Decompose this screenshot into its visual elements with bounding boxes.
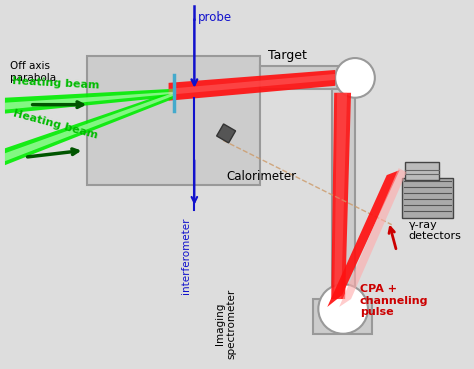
Text: Calorimeter: Calorimeter <box>226 170 296 183</box>
Polygon shape <box>334 93 347 299</box>
FancyBboxPatch shape <box>313 299 372 334</box>
FancyBboxPatch shape <box>87 56 260 185</box>
Polygon shape <box>169 70 335 101</box>
Text: probe: probe <box>198 11 232 24</box>
Polygon shape <box>5 91 173 165</box>
Text: CPA +
channeling
pulse: CPA + channeling pulse <box>360 284 428 317</box>
Text: Target: Target <box>268 49 307 62</box>
FancyBboxPatch shape <box>401 178 453 218</box>
Polygon shape <box>5 92 173 110</box>
Text: interferometer: interferometer <box>182 218 191 294</box>
Text: Heating beam: Heating beam <box>12 76 100 91</box>
FancyBboxPatch shape <box>405 162 439 180</box>
Text: γ-ray
detectors: γ-ray detectors <box>409 220 462 241</box>
Polygon shape <box>217 124 236 143</box>
Polygon shape <box>5 89 173 114</box>
Circle shape <box>335 58 375 98</box>
FancyBboxPatch shape <box>332 89 355 304</box>
FancyBboxPatch shape <box>260 66 355 89</box>
Text: Heating beam: Heating beam <box>12 108 99 140</box>
Polygon shape <box>331 93 351 299</box>
Text: Off axis
parabola: Off axis parabola <box>10 61 56 83</box>
Polygon shape <box>339 168 407 307</box>
Polygon shape <box>169 74 335 95</box>
Circle shape <box>319 284 368 334</box>
Polygon shape <box>327 170 400 307</box>
Polygon shape <box>5 93 173 161</box>
Text: Imaging
spectrometer: Imaging spectrometer <box>215 288 237 359</box>
